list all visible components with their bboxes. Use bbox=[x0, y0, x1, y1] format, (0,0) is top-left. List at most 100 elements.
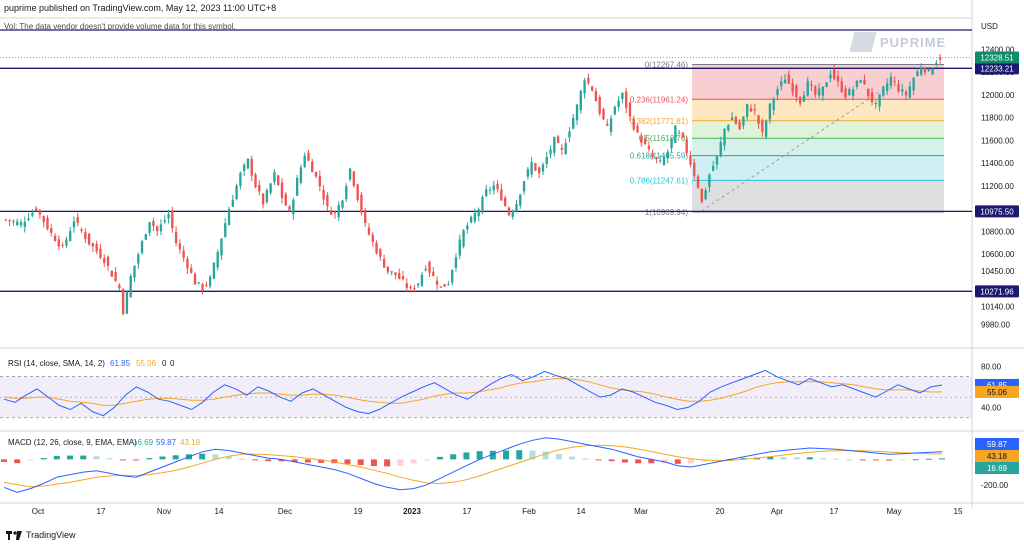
macd-histogram-bar bbox=[859, 459, 866, 461]
candle-body bbox=[889, 76, 893, 86]
macd-histogram-bar bbox=[344, 459, 351, 464]
candle-body bbox=[103, 258, 106, 263]
fib-zone bbox=[692, 180, 944, 212]
candle-body bbox=[118, 284, 121, 289]
candle-body bbox=[674, 125, 677, 143]
candle-body bbox=[129, 275, 132, 298]
candle-body bbox=[401, 276, 405, 280]
candle-body bbox=[488, 189, 492, 191]
candle-body bbox=[912, 77, 915, 91]
level-price-badge-bg bbox=[975, 205, 1019, 218]
candle-body bbox=[556, 136, 560, 143]
macd-histogram-bar bbox=[397, 459, 404, 466]
macd-badge-bg bbox=[975, 462, 1019, 474]
candle-body bbox=[904, 91, 908, 96]
macd-panel: MACD (12, 26, close, 9, EMA, EMA)16.69 59… bbox=[1, 437, 945, 493]
time-tick-label: 2023 bbox=[403, 507, 421, 516]
candle-body bbox=[503, 197, 507, 206]
candle-body bbox=[534, 163, 537, 171]
candle-body bbox=[700, 188, 703, 203]
candle-body bbox=[931, 69, 934, 75]
candle-body bbox=[647, 145, 651, 150]
candle-body bbox=[681, 132, 685, 138]
candle-body bbox=[867, 88, 870, 97]
price-tick-label: 10140.00 bbox=[981, 302, 1015, 311]
candle-body bbox=[50, 228, 53, 233]
macd-histogram-bar bbox=[687, 459, 694, 464]
candle-body bbox=[617, 100, 620, 107]
price-tick-label: 12400.00 bbox=[981, 45, 1015, 54]
candle-body bbox=[628, 102, 632, 117]
candle-body bbox=[364, 210, 367, 223]
macd-histogram-bar bbox=[595, 459, 602, 461]
candle-body bbox=[643, 138, 647, 145]
candle-body bbox=[269, 183, 272, 193]
candle-body bbox=[466, 225, 469, 230]
macd-histogram-bar bbox=[450, 454, 457, 460]
candle-body bbox=[375, 242, 378, 254]
price-tick-label: 9980.00 bbox=[981, 321, 1010, 330]
macd-histogram-bar bbox=[582, 458, 589, 460]
candle-body bbox=[295, 177, 299, 196]
candle-body bbox=[167, 214, 170, 219]
candle-body bbox=[730, 117, 734, 121]
candle-body bbox=[23, 221, 26, 227]
candle-body bbox=[69, 231, 72, 241]
candle-body bbox=[776, 89, 779, 96]
macd-histogram-bar bbox=[833, 458, 840, 460]
candle-body bbox=[485, 189, 488, 197]
candle-body bbox=[371, 234, 374, 242]
candle-body bbox=[424, 268, 427, 271]
price-tick-label: 12000.00 bbox=[981, 91, 1015, 100]
puprime-logo-icon bbox=[849, 32, 877, 52]
candle-body bbox=[829, 74, 832, 79]
candle-body bbox=[870, 92, 874, 103]
macd-line bbox=[3, 437, 943, 493]
macd-histogram-bar bbox=[886, 459, 893, 461]
macd-histogram-bar bbox=[939, 458, 945, 460]
candle-body bbox=[545, 156, 548, 164]
candle-body bbox=[923, 67, 927, 73]
candle-body bbox=[712, 166, 715, 171]
candle-body bbox=[114, 271, 117, 282]
macd-histogram-bar bbox=[119, 459, 126, 461]
candle-body bbox=[84, 232, 87, 239]
rsi-panel: RSI (14, close, SMA, 14, 2) 61.85 55.06 0 0 bbox=[0, 359, 972, 419]
macd-histogram-bar bbox=[674, 459, 681, 464]
candle-body bbox=[507, 207, 511, 216]
candle-body bbox=[477, 209, 480, 217]
candle-body bbox=[390, 271, 393, 273]
macd-histogram-bar bbox=[503, 450, 510, 460]
candle-body bbox=[299, 167, 303, 183]
candle-body bbox=[216, 251, 219, 268]
candle-body bbox=[458, 239, 461, 256]
candle-body bbox=[621, 92, 624, 100]
macd-histogram-bar bbox=[265, 459, 272, 462]
candle-body bbox=[836, 75, 840, 82]
macd-histogram-bar bbox=[476, 451, 483, 460]
candle-body bbox=[462, 229, 465, 247]
candle-body bbox=[734, 117, 738, 124]
watermark-text: PUPRIME bbox=[880, 34, 947, 50]
candle-body bbox=[95, 243, 98, 252]
macd-histogram-bar bbox=[212, 454, 219, 460]
candle-body bbox=[897, 84, 900, 92]
candle-body bbox=[382, 258, 386, 268]
tradingview-footer[interactable]: TradingView bbox=[6, 530, 76, 540]
candle-body bbox=[625, 91, 628, 108]
macd-badge: 43.18 bbox=[987, 452, 1008, 461]
candle-body bbox=[190, 268, 193, 273]
rsi-sma-badge: 55.06 bbox=[987, 388, 1008, 397]
candle-body bbox=[583, 80, 586, 94]
macd-tick-label: -200.00 bbox=[981, 481, 1009, 490]
candle-body bbox=[746, 103, 749, 117]
macd-histogram-bar bbox=[278, 459, 285, 462]
candle-body bbox=[277, 175, 280, 186]
last-price-badge: 12328.51 bbox=[980, 53, 1014, 62]
candle-body bbox=[80, 229, 83, 231]
candle-body bbox=[783, 79, 787, 84]
candle-body bbox=[598, 96, 601, 114]
level-price-badge-bg bbox=[975, 62, 1019, 75]
candle-body bbox=[53, 235, 57, 241]
candle-body bbox=[367, 227, 371, 235]
